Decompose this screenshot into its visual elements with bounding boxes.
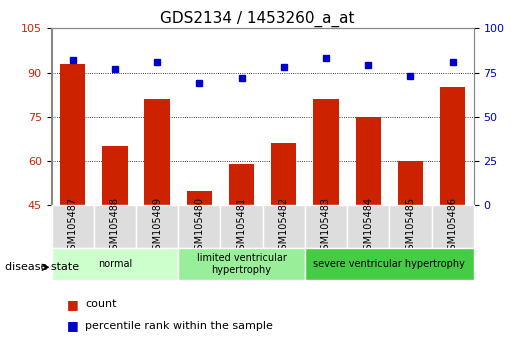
Text: GSM105480: GSM105480 bbox=[194, 197, 204, 256]
FancyBboxPatch shape bbox=[94, 205, 136, 248]
FancyBboxPatch shape bbox=[347, 205, 389, 248]
Bar bbox=[102, 146, 128, 205]
Text: GSM105487: GSM105487 bbox=[67, 197, 78, 256]
Bar bbox=[229, 164, 254, 205]
Bar bbox=[355, 117, 381, 205]
FancyBboxPatch shape bbox=[220, 205, 263, 248]
Text: GSM105483: GSM105483 bbox=[321, 197, 331, 256]
FancyBboxPatch shape bbox=[305, 248, 474, 280]
Text: GSM105482: GSM105482 bbox=[279, 197, 289, 256]
FancyBboxPatch shape bbox=[305, 205, 347, 248]
Text: count: count bbox=[85, 299, 116, 309]
Text: GSM105481: GSM105481 bbox=[236, 197, 247, 256]
Text: disease state: disease state bbox=[5, 262, 79, 272]
FancyBboxPatch shape bbox=[263, 205, 305, 248]
Bar bbox=[440, 87, 466, 205]
Text: GDS2134 / 1453260_a_at: GDS2134 / 1453260_a_at bbox=[160, 11, 355, 27]
Bar bbox=[60, 64, 85, 205]
Text: ■: ■ bbox=[67, 319, 79, 332]
Text: severe ventricular hypertrophy: severe ventricular hypertrophy bbox=[314, 259, 465, 269]
Bar bbox=[398, 161, 423, 205]
Text: percentile rank within the sample: percentile rank within the sample bbox=[85, 321, 273, 331]
Text: ■: ■ bbox=[67, 298, 79, 311]
Bar bbox=[271, 143, 297, 205]
Bar bbox=[144, 99, 170, 205]
FancyBboxPatch shape bbox=[136, 205, 178, 248]
FancyBboxPatch shape bbox=[178, 248, 305, 280]
FancyBboxPatch shape bbox=[178, 205, 220, 248]
Text: GSM105488: GSM105488 bbox=[110, 197, 120, 256]
Bar bbox=[186, 190, 212, 205]
FancyBboxPatch shape bbox=[52, 205, 94, 248]
Text: GSM105486: GSM105486 bbox=[448, 197, 458, 256]
Text: GSM105489: GSM105489 bbox=[152, 197, 162, 256]
FancyBboxPatch shape bbox=[389, 205, 432, 248]
FancyBboxPatch shape bbox=[52, 248, 178, 280]
Text: GSM105485: GSM105485 bbox=[405, 197, 416, 256]
Text: limited ventricular
hypertrophy: limited ventricular hypertrophy bbox=[197, 253, 286, 275]
FancyBboxPatch shape bbox=[432, 205, 474, 248]
Bar bbox=[313, 99, 339, 205]
Text: normal: normal bbox=[98, 259, 132, 269]
Text: GSM105484: GSM105484 bbox=[363, 197, 373, 256]
